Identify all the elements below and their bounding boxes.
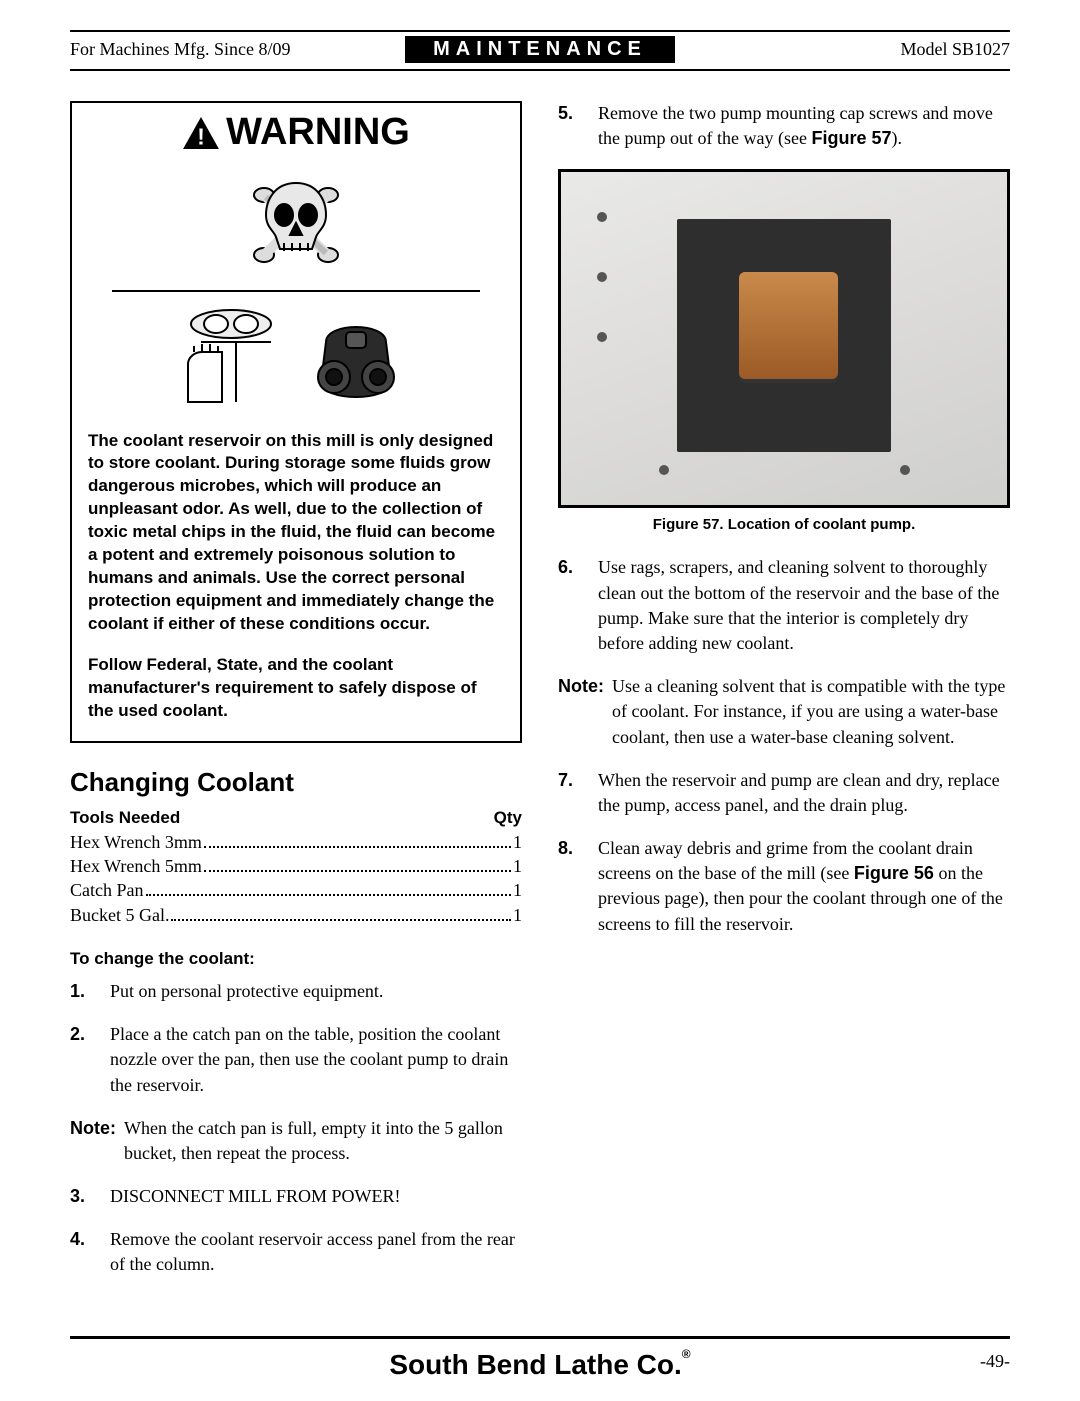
tool-row: Hex Wrench 3mm 1 xyxy=(70,830,522,854)
screw-icon xyxy=(597,212,607,222)
step-4: 4. Remove the coolant reservoir access p… xyxy=(70,1227,522,1277)
page-header: For Machines Mfg. Since 8/09 MAINTENANCE… xyxy=(70,36,1010,63)
note-block: Note: Use a cleaning solvent that is com… xyxy=(558,674,1010,750)
warning-para1: The coolant reservoir on this mill is on… xyxy=(88,430,504,636)
footer: South Bend Lathe Co.® -49- xyxy=(70,1339,1010,1381)
step-3: 3. DISCONNECT MILL FROM POWER! xyxy=(70,1184,522,1209)
warning-title: WARNING xyxy=(226,111,410,154)
step-text: Remove the coolant reservoir access pane… xyxy=(110,1227,522,1277)
pump-body xyxy=(739,272,837,379)
warning-text: The coolant reservoir on this mill is on… xyxy=(72,420,520,741)
tool-qty: 1 xyxy=(513,878,522,902)
steps-right-top: 5. Remove the two pump mounting cap scre… xyxy=(558,101,1010,151)
footer-brand-text: South Bend Lathe Co. xyxy=(389,1349,681,1380)
step-text: Remove the two pump mounting cap screws … xyxy=(598,101,1010,151)
tool-qty: 1 xyxy=(513,830,522,854)
step-6: 6. Use rags, scrapers, and cleaning solv… xyxy=(558,555,1010,656)
leader-dots xyxy=(146,880,512,896)
step-num: 6. xyxy=(558,555,582,656)
content-columns: ! WARNING xyxy=(70,101,1010,1296)
step-text: When the reservoir and pump are clean an… xyxy=(598,768,1010,818)
steps-left: 1. Put on personal protective equipment.… xyxy=(70,979,522,1098)
right-column: 5. Remove the two pump mounting cap scre… xyxy=(558,101,1010,1296)
step5-post: ). xyxy=(891,128,902,148)
left-column: ! WARNING xyxy=(70,101,522,1296)
respirator-icon xyxy=(296,302,416,412)
step-text: Place a the catch pan on the table, posi… xyxy=(110,1022,522,1098)
skull-crossbones-icon xyxy=(226,165,366,275)
figure-caption: Figure 57. Location of coolant pump. xyxy=(558,516,1010,533)
step-num: 1. xyxy=(70,979,94,1004)
screw-icon xyxy=(597,332,607,342)
screw-icon xyxy=(659,465,669,475)
step-text: Use rags, scrapers, and cleaning solvent… xyxy=(598,555,1010,656)
note-text: When the catch pan is full, empty it int… xyxy=(124,1116,522,1166)
step-num: 8. xyxy=(558,836,582,937)
step-num: 3. xyxy=(70,1184,94,1209)
leader-dots xyxy=(171,904,511,920)
step-num: 7. xyxy=(558,768,582,818)
screw-icon xyxy=(597,272,607,282)
steps-right-bottom: 7. When the reservoir and pump are clean… xyxy=(558,768,1010,937)
warning-box: ! WARNING xyxy=(70,101,522,743)
step-1: 1. Put on personal protective equipment. xyxy=(70,979,522,1004)
tool-row: Hex Wrench 5mm 1 xyxy=(70,854,522,878)
warning-heading: ! WARNING xyxy=(72,103,520,159)
note-label: Note: xyxy=(70,1116,116,1166)
figure-ref: Figure 56 xyxy=(854,863,934,883)
tool-name: Hex Wrench 5mm xyxy=(70,854,202,878)
step-8: 8. Clean away debris and grime from the … xyxy=(558,836,1010,937)
below-header-rule xyxy=(70,69,1010,71)
page-number: -49- xyxy=(980,1351,1010,1372)
procedure-subhead: To change the coolant: xyxy=(70,949,522,969)
steps-left-cont: 3. DISCONNECT MILL FROM POWER! 4. Remove… xyxy=(70,1184,522,1278)
tool-row: Catch Pan 1 xyxy=(70,878,522,902)
leader-dots xyxy=(204,832,511,848)
top-rule xyxy=(70,30,1010,32)
step-num: 2. xyxy=(70,1022,94,1098)
step-text: Clean away debris and grime from the coo… xyxy=(598,836,1010,937)
warning-divider xyxy=(112,290,480,292)
step-text: Put on personal protective equipment. xyxy=(110,979,522,1004)
header-center: MAINTENANCE xyxy=(405,36,675,63)
steps-right-mid: 6. Use rags, scrapers, and cleaning solv… xyxy=(558,555,1010,656)
tool-name: Catch Pan xyxy=(70,878,144,902)
step-7: 7. When the reservoir and pump are clean… xyxy=(558,768,1010,818)
step-text: DISCONNECT MILL FROM POWER! xyxy=(110,1184,522,1209)
warning-graphics xyxy=(72,159,520,420)
screw-icon xyxy=(900,465,910,475)
tool-name: Bucket 5 Gal. xyxy=(70,903,169,927)
goggles-gloves-icon xyxy=(176,302,286,412)
step-num: 5. xyxy=(558,101,582,151)
tools-header-right: Qty xyxy=(494,808,522,828)
header-left: For Machines Mfg. Since 8/09 xyxy=(70,39,405,60)
warning-triangle-icon: ! xyxy=(182,116,220,150)
step-num: 4. xyxy=(70,1227,94,1277)
figure-ref: Figure 57 xyxy=(811,128,891,148)
tool-name: Hex Wrench 3mm xyxy=(70,830,202,854)
registered-mark: ® xyxy=(682,1347,691,1361)
warning-para2: Follow Federal, State, and the coolant m… xyxy=(88,654,504,723)
svg-text:!: ! xyxy=(197,123,205,149)
note-label: Note: xyxy=(558,674,604,750)
header-right: Model SB1027 xyxy=(675,39,1010,60)
tool-qty: 1 xyxy=(513,903,522,927)
step-5: 5. Remove the two pump mounting cap scre… xyxy=(558,101,1010,151)
section-title: Changing Coolant xyxy=(70,767,522,798)
figure-57 xyxy=(558,169,1010,508)
note-block: Note: When the catch pan is full, empty … xyxy=(70,1116,522,1166)
note-text: Use a cleaning solvent that is compatibl… xyxy=(612,674,1010,750)
step-2: 2. Place a the catch pan on the table, p… xyxy=(70,1022,522,1098)
tools-header-left: Tools Needed xyxy=(70,808,180,828)
step5-pre: Remove the two pump mounting cap screws … xyxy=(598,103,993,148)
footer-brand: South Bend Lathe Co.® xyxy=(389,1349,690,1381)
tool-qty: 1 xyxy=(513,854,522,878)
tools-header: Tools Needed Qty xyxy=(70,808,522,828)
leader-dots xyxy=(204,856,511,872)
tool-row: Bucket 5 Gal. 1 xyxy=(70,903,522,927)
